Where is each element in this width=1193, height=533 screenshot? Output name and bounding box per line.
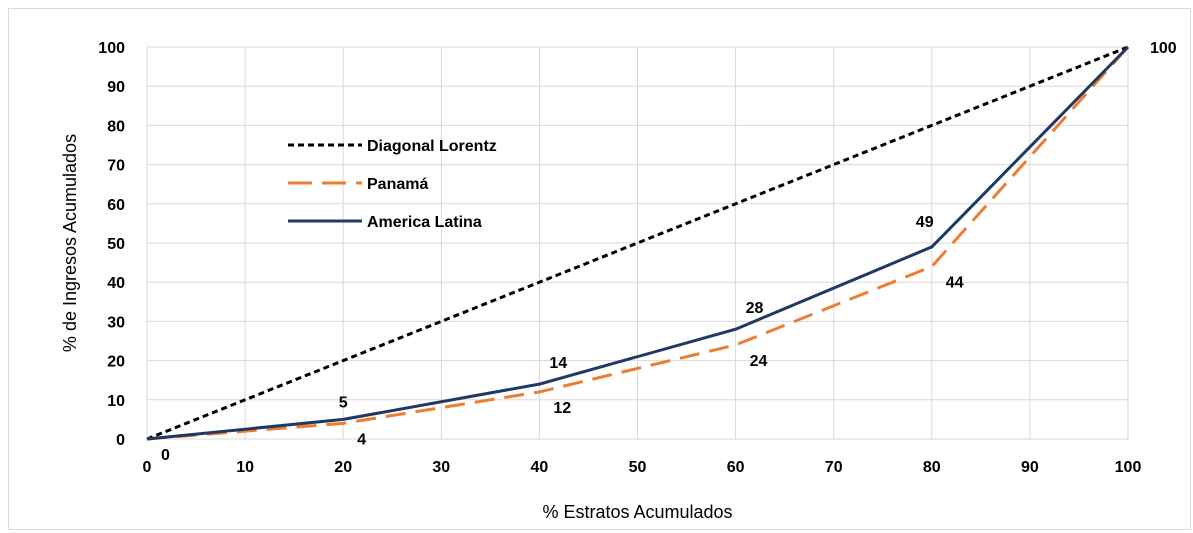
y-tick-label: 100 <box>98 40 125 57</box>
x-tick-label: 0 <box>143 459 152 476</box>
x-tick-label: 90 <box>1021 459 1039 476</box>
y-tick-label: 80 <box>107 118 125 135</box>
legend-label-0: Diagonal Lorentz <box>367 138 497 155</box>
y-axis-title: % de Ingresos Acumulados <box>60 134 80 352</box>
legend-label-1: Panamá <box>367 176 428 193</box>
y-tick-label: 70 <box>107 158 125 175</box>
data-label: 100 <box>1150 40 1177 57</box>
series-lines <box>146 45 1130 441</box>
legend: Diagonal Lorentz Panamá America Latina <box>288 138 497 231</box>
x-tick-label: 30 <box>432 459 450 476</box>
x-tick-label: 80 <box>923 459 941 476</box>
x-tick-label: 70 <box>825 459 843 476</box>
x-tick-label: 20 <box>334 459 352 476</box>
gridlines <box>146 46 1129 440</box>
data-label: 12 <box>553 400 571 417</box>
y-tick-label: 10 <box>107 393 125 410</box>
data-label: 44 <box>946 275 964 292</box>
legend-label-2: America Latina <box>367 214 482 231</box>
data-labels: 4 12 24 44 0 5 14 28 49 100 <box>161 40 1177 464</box>
x-tick-label: 60 <box>727 459 745 476</box>
y-tick-label: 20 <box>107 354 125 371</box>
y-tick-label: 50 <box>107 236 125 253</box>
data-label: 24 <box>750 353 768 370</box>
series-line-0 <box>146 45 1129 441</box>
x-axis-title: % Estratos Acumulados <box>542 502 732 522</box>
x-tick-label: 10 <box>236 459 254 476</box>
x-tick-label: 40 <box>531 459 549 476</box>
y-tick-label: 30 <box>107 314 125 331</box>
series-line-1 <box>146 46 1130 441</box>
x-tick-label: 100 <box>1115 459 1142 476</box>
data-label: 5 <box>339 394 348 411</box>
data-label: 49 <box>916 214 934 231</box>
y-tick-label: 0 <box>116 432 125 449</box>
y-tick-label: 90 <box>107 79 125 96</box>
x-tick-label: 50 <box>629 459 647 476</box>
y-tick-label: 40 <box>107 275 125 292</box>
data-label: 0 <box>161 447 170 464</box>
data-label: 14 <box>549 355 567 372</box>
data-label: 4 <box>357 431 366 448</box>
series-line-2 <box>146 45 1130 441</box>
chart-frame <box>8 8 1191 530</box>
data-label: 28 <box>746 300 764 317</box>
y-tick-label: 60 <box>107 197 125 214</box>
